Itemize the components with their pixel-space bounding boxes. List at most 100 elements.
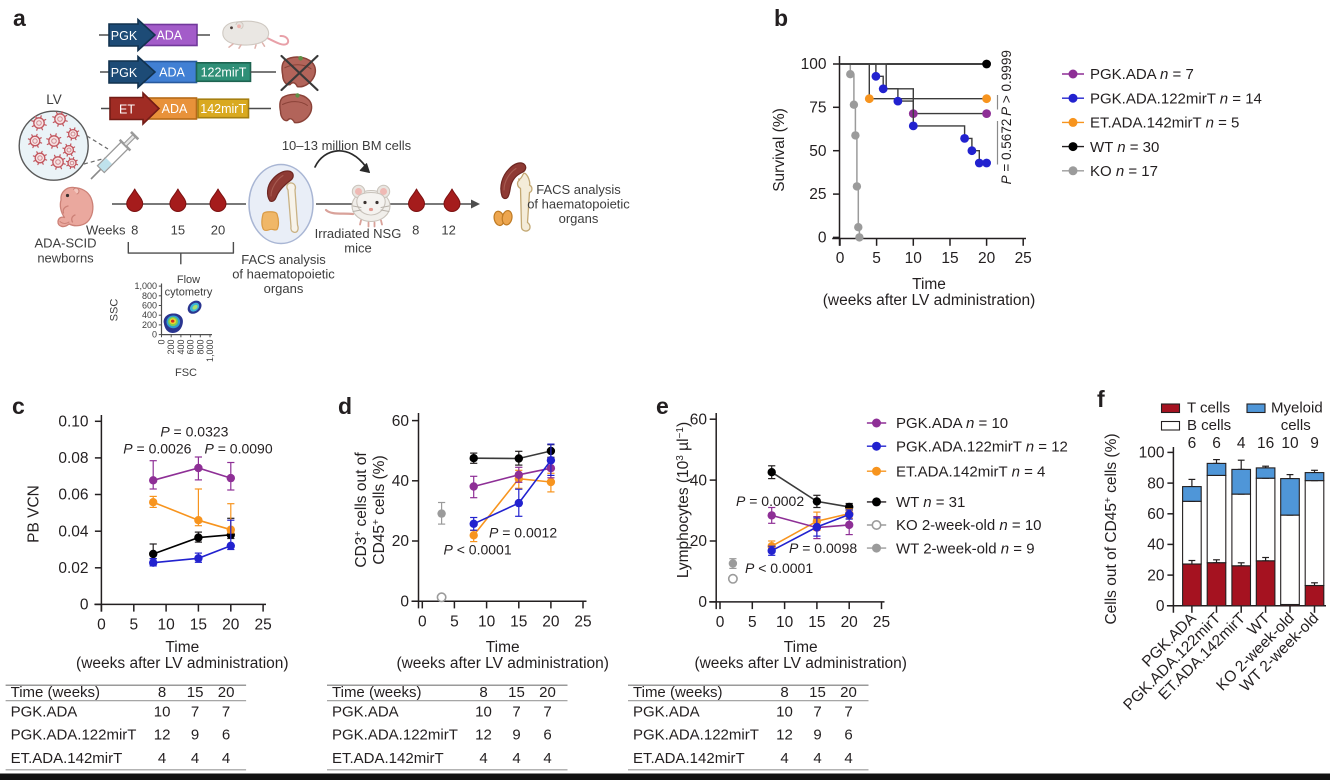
svg-text:9: 9 <box>191 727 199 744</box>
svg-text:LV: LV <box>46 92 62 107</box>
svg-text:12: 12 <box>475 727 492 744</box>
svg-text:4: 4 <box>191 750 199 767</box>
svg-text:P = 0.0012: P = 0.0012 <box>489 525 557 541</box>
svg-text:Time: Time <box>486 639 520 656</box>
svg-text:Lymphocytes (103 µl−1): Lymphocytes (103 µl−1) <box>675 422 693 578</box>
svg-text:CD45+ cells (%): CD45+ cells (%) <box>371 455 389 564</box>
svg-text:b: b <box>774 5 788 31</box>
svg-text:40: 40 <box>690 472 708 489</box>
svg-text:Time (weeks): Time (weeks) <box>633 684 722 701</box>
svg-text:ET.ADA.142mirT n = 5: ET.ADA.142mirT n = 5 <box>1090 115 1239 132</box>
svg-text:10–13 million BM cells: 10–13 million BM cells <box>282 138 412 153</box>
svg-text:122mirT: 122mirT <box>201 66 247 80</box>
svg-text:40: 40 <box>1147 537 1165 554</box>
svg-text:8: 8 <box>131 223 138 238</box>
svg-text:ET.ADA.142mirT n = 4: ET.ADA.142mirT n = 4 <box>896 463 1045 480</box>
svg-text:5: 5 <box>129 617 138 634</box>
svg-text:Time: Time <box>912 276 946 293</box>
svg-text:20: 20 <box>542 614 560 631</box>
svg-text:0: 0 <box>418 614 427 631</box>
svg-text:PGK.ADA: PGK.ADA <box>633 704 700 721</box>
svg-text:7: 7 <box>191 704 199 721</box>
svg-text:4: 4 <box>1237 435 1246 452</box>
svg-text:0.04: 0.04 <box>58 523 89 540</box>
svg-text:4: 4 <box>512 750 520 767</box>
svg-text:15: 15 <box>187 684 204 701</box>
svg-text:5: 5 <box>748 614 757 631</box>
svg-text:WT n = 31: WT n = 31 <box>896 494 965 511</box>
svg-text:cells: cells <box>1281 417 1311 434</box>
svg-text:PGK.ADA.122mirT n = 12: PGK.ADA.122mirT n = 12 <box>896 438 1068 455</box>
svg-text:4: 4 <box>158 750 166 767</box>
svg-text:WT n = 30: WT n = 30 <box>1090 139 1159 156</box>
svg-text:P = 0.0090: P = 0.0090 <box>205 441 273 457</box>
svg-text:20: 20 <box>1147 567 1165 584</box>
svg-text:10: 10 <box>475 704 492 721</box>
svg-text:6: 6 <box>1188 435 1197 452</box>
svg-text:15: 15 <box>808 614 825 631</box>
svg-text:7: 7 <box>844 704 852 721</box>
svg-text:FSC: FSC <box>175 367 197 379</box>
svg-text:8: 8 <box>479 684 487 701</box>
svg-text:Time (weeks): Time (weeks) <box>11 684 100 701</box>
svg-text:P = 0.0323: P = 0.0323 <box>160 424 228 440</box>
svg-text:newborns: newborns <box>37 251 94 266</box>
svg-text:KO n = 17: KO n = 17 <box>1090 163 1158 180</box>
svg-text:4: 4 <box>813 750 821 767</box>
svg-text:100: 100 <box>1139 445 1165 462</box>
svg-text:f: f <box>1097 386 1105 412</box>
svg-text:0.06: 0.06 <box>58 487 88 504</box>
svg-text:ET.ADA.142mirT: ET.ADA.142mirT <box>332 750 444 767</box>
svg-text:organs: organs <box>264 281 304 296</box>
svg-text:20: 20 <box>211 223 225 238</box>
svg-text:0: 0 <box>1156 598 1165 615</box>
svg-text:Irradiated NSG: Irradiated NSG <box>315 226 402 241</box>
svg-text:0: 0 <box>716 614 725 631</box>
svg-text:7: 7 <box>222 704 230 721</box>
svg-text:800: 800 <box>195 340 205 355</box>
svg-text:P < 0.0001: P < 0.0001 <box>745 560 813 576</box>
svg-text:0.02: 0.02 <box>58 560 88 577</box>
svg-text:(weeks after LV administration: (weeks after LV administration) <box>76 655 289 672</box>
svg-text:7: 7 <box>512 704 520 721</box>
svg-text:200: 200 <box>142 320 157 330</box>
svg-text:cytometry: cytometry <box>165 287 213 299</box>
svg-text:7: 7 <box>813 704 821 721</box>
svg-text:15: 15 <box>510 614 527 631</box>
svg-text:PGK.ADA.122mirT: PGK.ADA.122mirT <box>633 727 759 744</box>
svg-text:10: 10 <box>776 704 793 721</box>
svg-text:ADA-SCID: ADA-SCID <box>34 236 96 251</box>
svg-text:6: 6 <box>222 727 230 744</box>
svg-text:PGK.ADA.122mirT: PGK.ADA.122mirT <box>11 727 137 744</box>
svg-text:4: 4 <box>479 750 487 767</box>
svg-text:T cells: T cells <box>1187 400 1230 417</box>
svg-text:8: 8 <box>158 684 166 701</box>
svg-text:10: 10 <box>157 617 175 634</box>
svg-text:c: c <box>12 393 25 419</box>
svg-text:PGK.ADA.122mirT n = 14: PGK.ADA.122mirT n = 14 <box>1090 90 1262 107</box>
svg-text:0.08: 0.08 <box>58 450 88 467</box>
svg-text:P = 0.0026: P = 0.0026 <box>123 441 191 457</box>
svg-text:d: d <box>338 393 352 419</box>
svg-text:15: 15 <box>941 250 958 267</box>
svg-text:75: 75 <box>809 100 826 117</box>
svg-text:organs: organs <box>559 211 599 226</box>
svg-text:12: 12 <box>776 727 793 744</box>
svg-text:25: 25 <box>809 186 826 203</box>
svg-text:P > 0.9999: P > 0.9999 <box>999 50 1014 116</box>
svg-text:800: 800 <box>142 291 157 301</box>
svg-text:CD3+ cells out of: CD3+ cells out of <box>353 452 371 568</box>
svg-text:20: 20 <box>978 250 996 267</box>
svg-text:10: 10 <box>478 614 496 631</box>
svg-text:PGK: PGK <box>111 66 138 80</box>
svg-text:25: 25 <box>254 617 271 634</box>
svg-text:P = 0.5672: P = 0.5672 <box>999 119 1014 185</box>
svg-text:FACS analysis: FACS analysis <box>536 182 621 197</box>
svg-text:20: 20 <box>690 533 708 550</box>
svg-text:0: 0 <box>836 250 845 267</box>
svg-text:4: 4 <box>543 750 551 767</box>
svg-text:P = 0.0002: P = 0.0002 <box>736 493 804 509</box>
svg-text:Time: Time <box>165 639 199 656</box>
svg-text:0: 0 <box>157 340 167 345</box>
svg-text:Myeloid: Myeloid <box>1271 400 1323 417</box>
